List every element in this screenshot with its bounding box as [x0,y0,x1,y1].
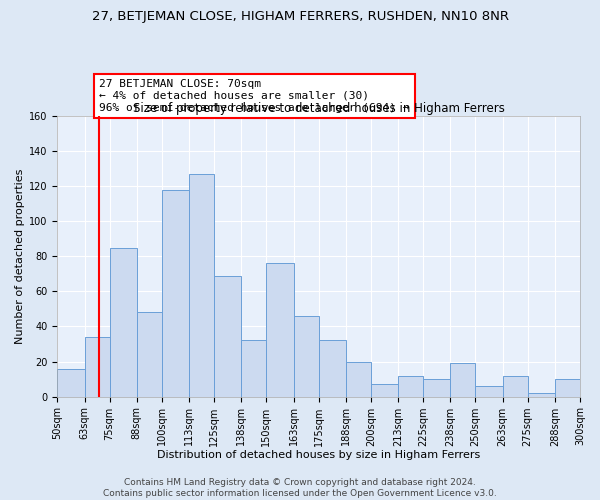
Bar [371,384,398,396]
Bar [266,264,293,396]
Bar [555,379,580,396]
Bar [293,316,319,396]
Y-axis label: Number of detached properties: Number of detached properties [15,168,25,344]
Text: 27 BETJEMAN CLOSE: 70sqm
← 4% of detached houses are smaller (30)
96% of semi-de: 27 BETJEMAN CLOSE: 70sqm ← 4% of detache… [99,80,410,112]
Text: Contains HM Land Registry data © Crown copyright and database right 2024.
Contai: Contains HM Land Registry data © Crown c… [103,478,497,498]
Bar [214,276,241,396]
Bar [241,340,266,396]
Title: Size of property relative to detached houses in Higham Ferrers: Size of property relative to detached ho… [133,102,505,115]
Bar [162,190,189,396]
X-axis label: Distribution of detached houses by size in Higham Ferrers: Distribution of detached houses by size … [157,450,481,460]
Bar [528,393,555,396]
Bar [58,368,85,396]
Bar [346,362,371,396]
Bar [423,379,451,396]
Bar [189,174,214,396]
Bar [319,340,346,396]
Bar [110,248,137,396]
Bar [137,312,162,396]
Text: 27, BETJEMAN CLOSE, HIGHAM FERRERS, RUSHDEN, NN10 8NR: 27, BETJEMAN CLOSE, HIGHAM FERRERS, RUSH… [91,10,509,23]
Bar [451,364,475,396]
Bar [85,337,110,396]
Bar [398,376,423,396]
Bar [503,376,528,396]
Bar [475,386,503,396]
